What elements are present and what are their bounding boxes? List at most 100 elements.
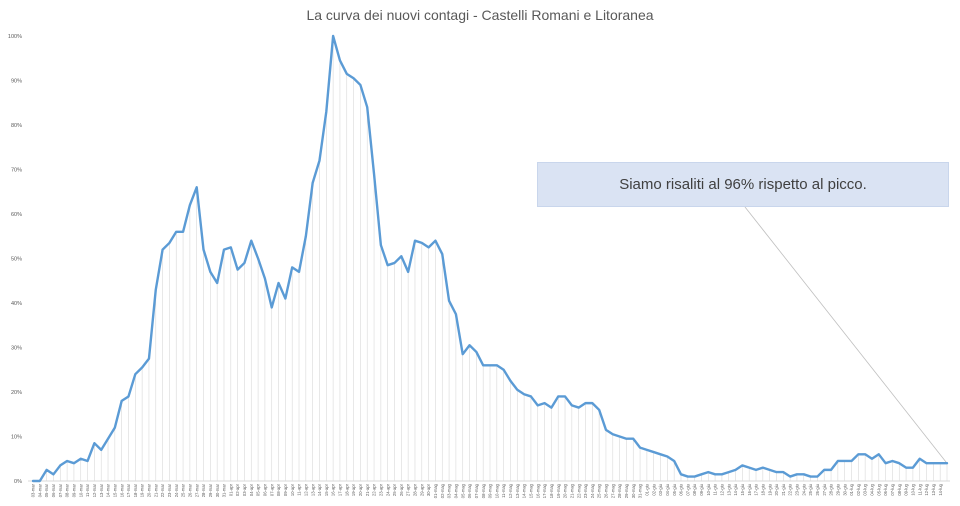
x-tick-label: 01-lug [849, 483, 854, 495]
data-point [646, 449, 648, 451]
x-tick-label: 24-mag [590, 483, 595, 498]
x-tick-label: 08-mag [481, 483, 486, 498]
y-tick-label: 100% [8, 34, 22, 40]
x-tick-label: 22-giu [788, 483, 793, 495]
data-point [196, 186, 198, 188]
x-tick-label: 14-mag [522, 483, 527, 498]
data-point [53, 473, 55, 475]
data-point [516, 389, 518, 391]
x-tick-label: 05-giu [672, 483, 677, 495]
data-point [339, 60, 341, 62]
x-tick-label: 23-mar [167, 483, 172, 497]
data-point [666, 456, 668, 458]
x-tick-label: 03-lug [863, 483, 868, 495]
data-point [107, 438, 109, 440]
x-tick-label: 05-mar [44, 483, 49, 497]
data-point [203, 249, 205, 251]
data-point [496, 364, 498, 366]
x-tick-label: 25-mag [597, 483, 602, 498]
data-point [578, 407, 580, 409]
x-tick-label: 25-apr [392, 483, 397, 496]
data-point [332, 35, 334, 37]
data-point [537, 404, 539, 406]
y-tick-label: 40% [11, 301, 22, 307]
x-tick-label: 27-mag [610, 483, 615, 498]
x-tick-label: 24-mar [174, 483, 179, 497]
x-tick-label: 30-apr [426, 483, 431, 496]
data-point [489, 364, 491, 366]
x-tick-label: 26-mar [187, 483, 192, 497]
x-tick-label: 20-apr [358, 483, 363, 496]
x-tick-label: 25-mar [181, 483, 186, 497]
data-point [857, 453, 859, 455]
y-tick-label: 30% [11, 346, 22, 352]
x-tick-label: 22-mar [160, 483, 165, 497]
y-tick-label: 20% [11, 390, 22, 396]
data-point [782, 471, 784, 473]
x-tick-label: 11-giu [713, 483, 718, 495]
x-tick-label: 19-giu [767, 483, 772, 495]
x-tick-label: 10-apr [290, 483, 295, 496]
x-tick-label: 25-giu [808, 483, 813, 495]
x-tick-label: 01-giu [644, 483, 649, 495]
data-point [298, 271, 300, 273]
x-tick-label: 16-apr [331, 483, 336, 496]
data-point [830, 469, 832, 471]
data-point [510, 380, 512, 382]
data-point [626, 438, 628, 440]
data-point [155, 289, 157, 291]
data-point [360, 84, 362, 86]
x-tick-label: 07-lug [890, 483, 895, 495]
data-point [892, 460, 894, 462]
x-tick-label: 21-mar [153, 483, 158, 497]
x-tick-label: 06-giu [679, 483, 684, 495]
x-tick-label: 01-mag [433, 483, 438, 498]
data-point [612, 433, 614, 435]
x-tick-label: 20-mag [563, 483, 568, 498]
x-tick-label: 01-apr [228, 483, 233, 496]
y-tick-label: 50% [11, 257, 22, 263]
x-tick-label: 22-apr [372, 483, 377, 496]
x-tick-label: 07-mag [474, 483, 479, 498]
data-point [885, 462, 887, 464]
data-point [769, 469, 771, 471]
data-point [319, 160, 321, 162]
data-point [844, 460, 846, 462]
data-point [189, 204, 191, 206]
data-point [789, 476, 791, 478]
data-point [919, 458, 921, 460]
x-tick-label: 09-mag [488, 483, 493, 498]
x-tick-label: 23-giu [795, 483, 800, 495]
data-point [707, 471, 709, 473]
data-point [482, 364, 484, 366]
data-point [271, 307, 273, 309]
x-tick-label: 30-mar [215, 483, 220, 497]
data-point [59, 465, 61, 467]
chart-title: La curva dei nuovi contagi - Castelli Ro… [306, 7, 654, 23]
data-point [939, 462, 941, 464]
data-point [414, 240, 416, 242]
data-point [421, 242, 423, 244]
x-tick-label: 29-apr [419, 483, 424, 496]
data-point [803, 473, 805, 475]
data-point [837, 460, 839, 462]
x-tick-label: 17-mar [126, 483, 131, 497]
x-tick-label: 29-mag [624, 483, 629, 498]
x-tick-label: 04-apr [249, 483, 254, 496]
x-tick-label: 30-giu [842, 483, 847, 495]
x-tick-label: 18-apr [344, 483, 349, 496]
data-point [591, 402, 593, 404]
data-point [387, 264, 389, 266]
x-tick-label: 24-giu [801, 483, 806, 495]
data-point [428, 246, 430, 248]
x-tick-label: 12-mar [92, 483, 97, 497]
x-tick-label: 14-apr [317, 483, 322, 496]
x-tick-label: 08-lug [897, 483, 902, 495]
x-tick-label: 02-lug [856, 483, 861, 495]
x-tick-label: 17-apr [338, 483, 343, 496]
x-tick-label: 11-apr [297, 483, 302, 495]
data-point [366, 106, 368, 108]
x-tick-label: 26-mag [604, 483, 609, 498]
data-point [134, 373, 136, 375]
data-point [346, 73, 348, 75]
